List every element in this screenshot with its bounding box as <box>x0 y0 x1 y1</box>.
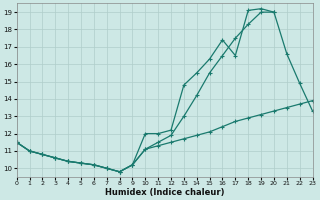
X-axis label: Humidex (Indice chaleur): Humidex (Indice chaleur) <box>105 188 224 197</box>
